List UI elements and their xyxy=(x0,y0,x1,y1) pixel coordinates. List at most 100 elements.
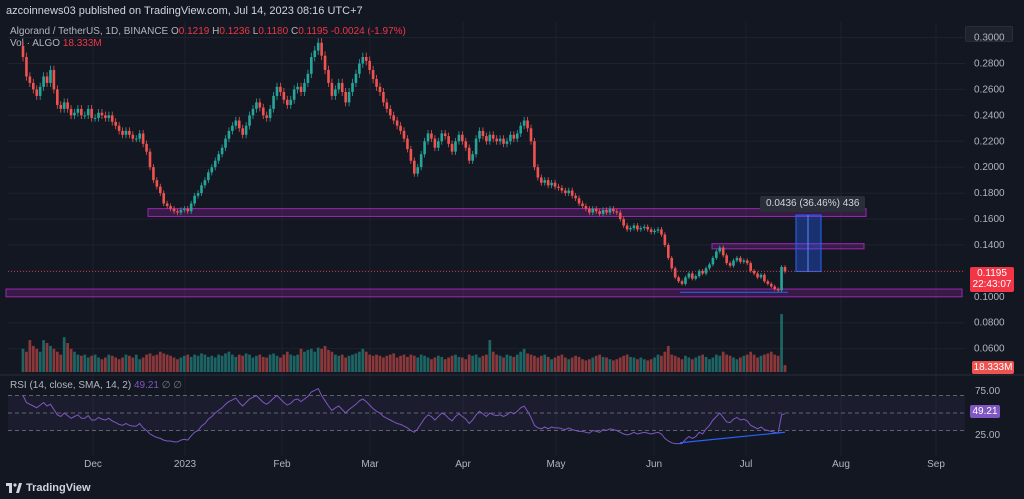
volume-bar xyxy=(25,351,28,372)
open-label: O xyxy=(171,26,179,37)
volume-bar xyxy=(708,359,711,372)
volume-bar xyxy=(639,357,643,372)
candle-body xyxy=(783,267,787,272)
volume-bar xyxy=(649,359,653,372)
candle-body xyxy=(25,57,28,77)
candle-body xyxy=(515,133,519,139)
candle-body xyxy=(612,208,615,212)
volume-bar xyxy=(766,353,770,372)
volume-bar xyxy=(769,351,773,372)
candle-body xyxy=(296,86,299,90)
volume-bar xyxy=(701,354,704,372)
close-label: C xyxy=(290,26,299,37)
volume-bar xyxy=(666,345,670,372)
volume-bar xyxy=(104,357,107,372)
volume-bar xyxy=(347,355,351,372)
candle-body xyxy=(618,212,622,220)
candle-body xyxy=(344,92,347,103)
volume-bar xyxy=(471,355,475,372)
volume-bar xyxy=(478,357,481,372)
price-badge: 0.1195 22:43:07 xyxy=(970,267,1014,292)
volume-bar xyxy=(392,353,396,372)
candle-body xyxy=(437,141,440,148)
volume-bar xyxy=(642,359,646,372)
candle-body xyxy=(399,125,402,131)
resistance-zone xyxy=(147,208,867,217)
candle-body xyxy=(62,102,66,109)
volume-bar xyxy=(186,354,190,372)
volume-bar xyxy=(454,354,457,372)
rsi-label[interactable]: RSI (14, close, SMA, 14, 2) xyxy=(10,380,132,391)
time-tick-label: Jul xyxy=(740,459,753,470)
candle-body xyxy=(660,229,663,235)
candle-body xyxy=(361,57,365,64)
volume-bar xyxy=(687,357,691,372)
volume-bar xyxy=(279,357,282,372)
volume-bar xyxy=(152,355,155,372)
candle-body xyxy=(378,86,382,92)
candle-body xyxy=(536,167,540,178)
volume-bar xyxy=(73,351,76,372)
measure-tooltip: 0.0436 (36.46%) 436 xyxy=(760,196,866,212)
published-text: azcoinnews03 published on TradingView.co… xyxy=(6,5,363,17)
candle-body xyxy=(265,115,269,118)
volume-bar xyxy=(656,354,660,372)
rsi-tick-label: 75.00 xyxy=(975,386,1000,397)
volume-bar xyxy=(90,355,94,372)
candle-body xyxy=(426,133,430,142)
candle-body xyxy=(529,128,533,142)
volume-bar xyxy=(519,351,523,372)
volume-bar xyxy=(763,354,766,372)
volume-bar xyxy=(176,359,179,372)
countdown-value: 22:43:07 xyxy=(972,279,1012,290)
time-tick-label: Sep xyxy=(927,459,945,470)
volume-bar xyxy=(255,355,258,372)
volume-bar xyxy=(776,355,780,372)
volume-bar xyxy=(587,359,591,372)
header-bar: azcoinnews03 published on TradingView.co… xyxy=(0,0,1024,22)
volume-bar xyxy=(436,355,440,372)
volume-bar xyxy=(773,354,777,372)
volume-bar xyxy=(86,357,90,372)
symbol-title[interactable]: Algorand / TetherUS, 1D, BINANCE xyxy=(10,26,169,37)
timeframe-box[interactable] xyxy=(965,26,1013,42)
candle-body xyxy=(450,143,454,152)
close-value: 0.1195 xyxy=(298,26,329,37)
volume-bar xyxy=(388,354,392,372)
time-tick-label: Feb xyxy=(273,459,291,470)
candle-body xyxy=(756,273,759,278)
volume-bar xyxy=(690,359,694,372)
volume-bar xyxy=(62,337,66,372)
volume-bar xyxy=(83,354,87,372)
candle-body xyxy=(392,115,396,121)
volume-bar xyxy=(165,354,169,372)
candle-body xyxy=(272,95,275,109)
candle-body xyxy=(248,115,251,126)
volume-bar xyxy=(124,354,128,372)
volume-bar xyxy=(780,314,783,372)
candle-body xyxy=(656,229,660,231)
candle-body xyxy=(715,251,718,258)
candle-body xyxy=(49,69,52,83)
candle-body xyxy=(310,57,313,74)
candle-body xyxy=(155,180,159,187)
volume-bar xyxy=(783,365,787,372)
candle-body xyxy=(282,92,286,100)
volume-bar xyxy=(673,355,677,372)
candle-body xyxy=(186,208,190,212)
candle-body xyxy=(488,134,492,142)
volume-bar xyxy=(563,357,567,372)
candle-body xyxy=(59,104,63,109)
candle-body xyxy=(478,130,481,139)
volume-bar xyxy=(502,357,505,372)
candle-body xyxy=(642,226,646,229)
candle-body xyxy=(718,247,722,252)
candle-body xyxy=(433,138,437,148)
volume-bar xyxy=(732,357,735,372)
candle-body xyxy=(502,138,505,144)
candle-body xyxy=(522,120,526,126)
volume-bar xyxy=(21,348,25,372)
volume-bar xyxy=(718,355,722,372)
volume-bar xyxy=(474,354,478,372)
